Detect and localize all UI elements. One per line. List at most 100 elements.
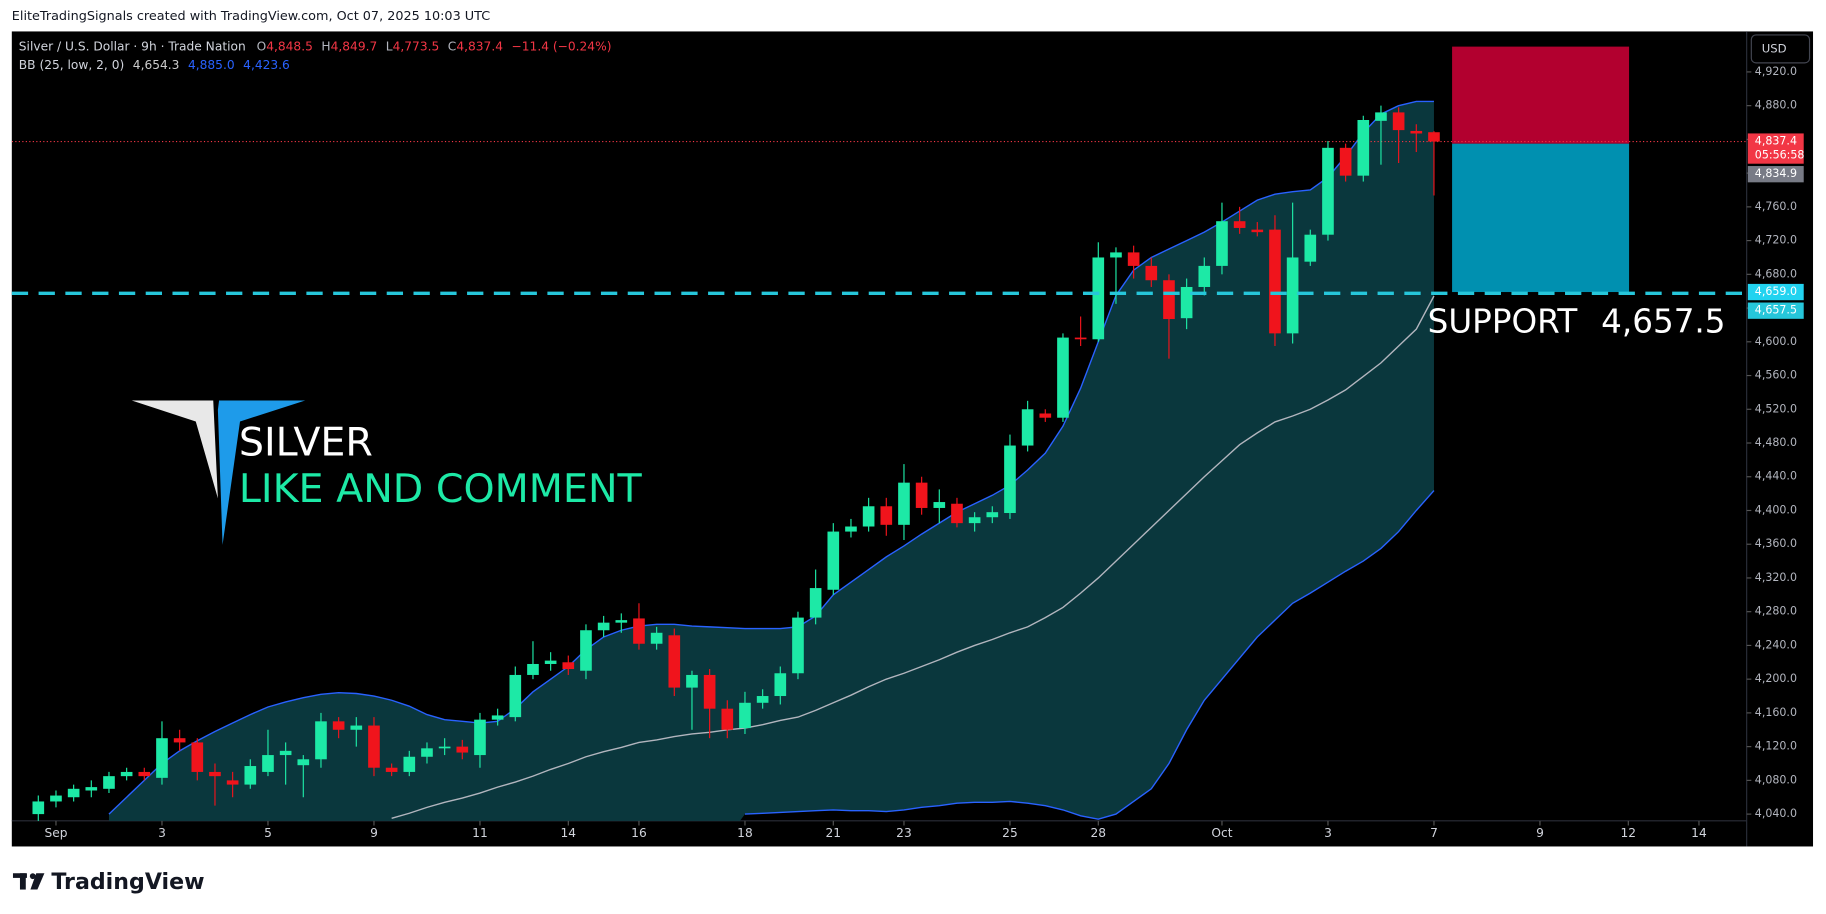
x-tick-label: 21 <box>826 826 842 840</box>
candle-body <box>50 795 62 802</box>
candle-body <box>191 742 204 772</box>
candle-body <box>915 482 928 508</box>
candle-body <box>1304 234 1317 262</box>
ohlc-value: 4,848.5 <box>266 39 313 53</box>
y-tick-label: 4,920.0 <box>1755 65 1797 78</box>
indicator-line: BB (25, low, 2, 0) 4,654.3 4,885.0 4,423… <box>19 58 290 72</box>
x-tick-label: 3 <box>1324 826 1332 840</box>
candle-body <box>1163 280 1175 320</box>
candle-body <box>527 663 539 675</box>
band-line <box>108 100 1434 815</box>
price-tag-label: 4,834.9 <box>1755 167 1797 180</box>
caption: EliteTradingSignals created with Trading… <box>12 9 490 24</box>
y-tick-label: 4,040.0 <box>1755 807 1797 820</box>
candle-body <box>703 674 716 709</box>
candle-body <box>156 738 168 778</box>
candle-body <box>1428 132 1440 142</box>
y-tick-label: 4,320.0 <box>1755 571 1797 584</box>
candle-body <box>1357 119 1370 176</box>
candle-body <box>986 512 999 518</box>
candle-body <box>368 725 380 768</box>
candle-body <box>491 715 504 720</box>
candle-body <box>1198 265 1211 287</box>
candle-body <box>1021 409 1034 446</box>
candle-body <box>1322 147 1334 235</box>
brand-icon <box>30 873 45 890</box>
x-tick-label: Oct <box>1211 826 1232 840</box>
brand-name: TradingView <box>51 869 204 895</box>
change: −11.4 (−0.24%) <box>512 39 612 53</box>
candle-body <box>739 702 751 729</box>
band-fill <box>108 101 1434 821</box>
candle-body <box>1074 337 1087 340</box>
price-tag <box>1747 133 1804 164</box>
candle-body <box>968 517 981 524</box>
candle-body <box>1092 257 1105 340</box>
candle-body <box>898 482 910 525</box>
candle-body <box>1375 112 1387 121</box>
candle-body <box>456 746 469 753</box>
candle-body <box>385 767 398 772</box>
logo <box>131 400 306 545</box>
candle-body <box>120 771 133 777</box>
x-tick-label: 12 <box>1621 826 1637 840</box>
ohlc-value: 4,773.5 <box>393 39 440 53</box>
candle-body <box>279 750 292 756</box>
y-tick-label: 4,560.0 <box>1755 369 1797 382</box>
logo-shape <box>217 400 306 545</box>
x-tick-label: 11 <box>472 826 488 840</box>
x-tick-label: 18 <box>737 826 753 840</box>
logo-shape <box>131 400 218 499</box>
x-tick-label: 9 <box>370 826 378 840</box>
price-tag <box>1747 302 1804 319</box>
candle-body <box>1251 229 1264 233</box>
candle-body <box>1269 229 1281 334</box>
x-tick-label: 16 <box>631 826 647 840</box>
candle-body <box>350 725 363 730</box>
candle-body <box>315 721 327 760</box>
candle-body <box>1127 252 1140 266</box>
candle-body <box>1410 130 1423 134</box>
y-tick-label: 4,280.0 <box>1755 605 1797 618</box>
candle-body <box>85 787 98 791</box>
y-tick-label: 4,080.0 <box>1755 773 1797 786</box>
y-tick-label: 4,400.0 <box>1755 503 1797 516</box>
y-tick-label: 4,480.0 <box>1755 436 1797 449</box>
price-tag-label: 4,659.0 <box>1755 285 1797 298</box>
button-frame[interactable] <box>1750 34 1811 64</box>
candle-body <box>615 620 628 623</box>
brand-icon <box>29 873 36 880</box>
candle-body <box>1057 337 1069 418</box>
legend-line: Silver / U.S. Dollar · 9h · Trade Nation… <box>19 39 612 53</box>
y-tick-label: 4,240.0 <box>1755 638 1797 651</box>
band-line <box>744 490 1435 820</box>
candle-body <box>880 506 893 525</box>
y-tick-label: 4,880.0 <box>1755 99 1797 112</box>
x-tick-label: 9 <box>1536 826 1544 840</box>
candle-body <box>862 506 875 527</box>
price-tag <box>1747 166 1804 183</box>
brand-icon <box>19 873 26 890</box>
candle-body <box>1216 221 1228 266</box>
candle-body <box>1180 286 1193 319</box>
indicator-value: 4,423.6 <box>243 58 290 72</box>
price-tag-label: 4,657.5 <box>1755 304 1797 317</box>
candle-body <box>951 503 963 524</box>
candle-body <box>597 622 610 631</box>
button-label[interactable]: USD <box>1762 41 1787 55</box>
y-tick-label: 4,440.0 <box>1755 470 1797 483</box>
candle-body <box>686 674 698 688</box>
ohlc-value: 4,849.7 <box>331 39 378 53</box>
candle-body <box>668 635 681 688</box>
y-tick-label: 4,360.0 <box>1755 537 1797 550</box>
candle-body <box>32 801 45 815</box>
candle-body <box>721 708 734 730</box>
candle-body <box>438 746 451 749</box>
usd-button[interactable]: USD <box>1750 34 1811 64</box>
y-tick-label: 4,160.0 <box>1755 706 1797 719</box>
candle-body <box>544 660 557 664</box>
candle-body <box>774 673 787 697</box>
candle-body <box>173 738 186 743</box>
x-tick-label: Sep <box>44 826 67 840</box>
